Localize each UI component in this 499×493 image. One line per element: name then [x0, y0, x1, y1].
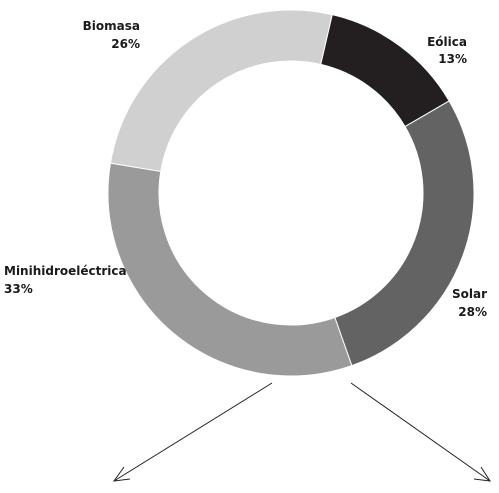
slice-label-minihidroelectrica: Minihidroeléctrica: [4, 264, 127, 278]
donut-slices: [107, 9, 475, 377]
slice-value-minihidroelectrica: 33%: [4, 282, 33, 296]
slice-eolica: [320, 14, 450, 128]
right-arrow: [350, 382, 491, 482]
left-arrow: [112, 382, 273, 482]
slice-minihidroelectrica: [107, 162, 353, 377]
slice-label-solar: Solar: [452, 287, 487, 301]
slice-label-eolica: Eólica: [427, 35, 467, 49]
slice-solar: [334, 100, 475, 367]
slice-value-eolica: 13%: [438, 52, 467, 66]
slice-label-biomasa: Biomasa: [83, 19, 140, 33]
slice-biomasa: [109, 9, 333, 173]
slice-value-biomasa: 26%: [111, 37, 140, 51]
slice-value-solar: 28%: [458, 305, 487, 319]
